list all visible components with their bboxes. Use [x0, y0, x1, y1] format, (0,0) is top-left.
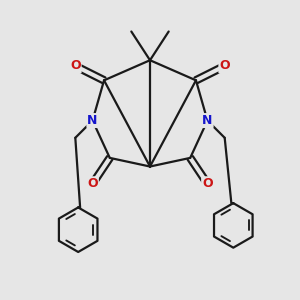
- Text: O: O: [202, 177, 213, 190]
- Text: N: N: [202, 114, 213, 127]
- Text: N: N: [87, 114, 98, 127]
- Text: O: O: [87, 177, 98, 190]
- Text: O: O: [70, 59, 81, 73]
- Text: O: O: [219, 59, 230, 73]
